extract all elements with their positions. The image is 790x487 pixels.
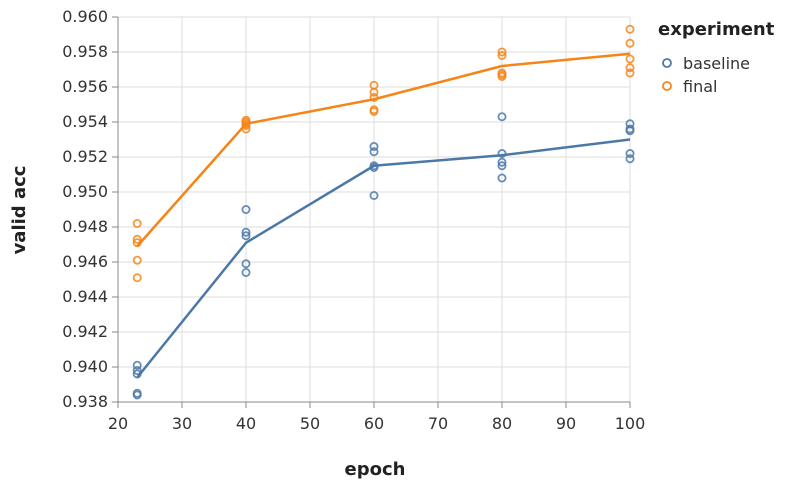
data-point-baseline <box>241 267 251 277</box>
data-point-baseline <box>132 360 142 370</box>
data-point-final <box>241 121 251 131</box>
data-point-final <box>132 273 142 283</box>
legend: experiment baseline final <box>658 19 775 96</box>
data-point-baseline <box>369 141 379 151</box>
data-point-baseline <box>369 147 379 157</box>
series-lines <box>136 52 631 379</box>
y-tick-label: 0.944 <box>62 287 108 306</box>
y-tick-label: 0.946 <box>62 252 108 271</box>
x-tick-label: 70 <box>428 414 448 433</box>
data-point-baseline <box>497 161 507 171</box>
x-tick-label: 30 <box>172 414 192 433</box>
data-point-baseline <box>241 204 251 214</box>
data-point-baseline <box>241 259 251 269</box>
x-tick-label: 20 <box>108 414 128 433</box>
legend-label-baseline: baseline <box>683 54 750 73</box>
data-point-baseline <box>497 157 507 167</box>
data-point-baseline <box>369 162 379 172</box>
y-tick-label: 0.938 <box>62 392 108 411</box>
x-tick-label: 50 <box>300 414 320 433</box>
data-point-baseline <box>132 390 142 400</box>
data-point-final <box>132 234 142 244</box>
y-tick-label: 0.956 <box>62 77 108 96</box>
data-point-final <box>625 38 635 48</box>
data-point-final <box>369 87 379 97</box>
data-point-baseline <box>497 112 507 122</box>
data-point-final <box>241 124 251 134</box>
data-point-baseline <box>625 148 635 158</box>
data-point-final <box>497 51 507 61</box>
data-point-final <box>132 255 142 265</box>
data-point-final <box>625 63 635 73</box>
data-point-baseline <box>241 231 251 241</box>
legend-swatch-final <box>662 81 672 91</box>
legend-swatch-baseline <box>662 58 672 68</box>
data-point-final <box>625 24 635 34</box>
y-tick-label: 0.948 <box>62 217 108 236</box>
y-tick-label: 0.960 <box>62 7 108 26</box>
y-tick-label: 0.940 <box>62 357 108 376</box>
y-tick-label: 0.942 <box>62 322 108 341</box>
data-point-final <box>625 68 635 78</box>
data-point-baseline <box>369 190 379 200</box>
x-tick-label: 80 <box>492 414 512 433</box>
data-point-baseline <box>241 227 251 237</box>
axes: 20 30 40 50 60 70 80 90 100 0.938 0.940 0.942 0.944 0… <box>62 7 645 433</box>
data-point-final <box>369 93 379 103</box>
data-point-baseline <box>497 148 507 158</box>
x-tick-label: 60 <box>364 414 384 433</box>
legend-label-final: final <box>683 77 717 96</box>
y-axis-title: valid acc <box>9 166 30 255</box>
data-point-baseline <box>497 173 507 183</box>
grid <box>117 16 631 403</box>
data-point-final <box>132 218 142 228</box>
data-point-final <box>132 238 142 248</box>
x-axis-title: epoch <box>345 459 406 480</box>
data-point-final <box>625 54 635 64</box>
data-point-baseline <box>132 365 142 375</box>
x-tick-label: 100 <box>615 414 646 433</box>
data-point-final <box>497 72 507 82</box>
series-points <box>132 24 635 400</box>
series-line-baseline <box>136 138 631 379</box>
series-line-final <box>136 52 631 248</box>
x-tick-label: 40 <box>236 414 256 433</box>
y-tick-label: 0.952 <box>62 147 108 166</box>
data-point-baseline <box>132 369 142 379</box>
data-point-baseline <box>625 126 635 136</box>
x-tick-label: 90 <box>556 414 576 433</box>
y-tick-label: 0.958 <box>62 42 108 61</box>
y-tick-label: 0.950 <box>62 182 108 201</box>
y-tick-label: 0.954 <box>62 112 108 131</box>
legend-title: experiment <box>658 19 775 40</box>
data-point-baseline <box>625 154 635 164</box>
data-point-final <box>369 107 379 117</box>
data-point-final <box>497 47 507 57</box>
